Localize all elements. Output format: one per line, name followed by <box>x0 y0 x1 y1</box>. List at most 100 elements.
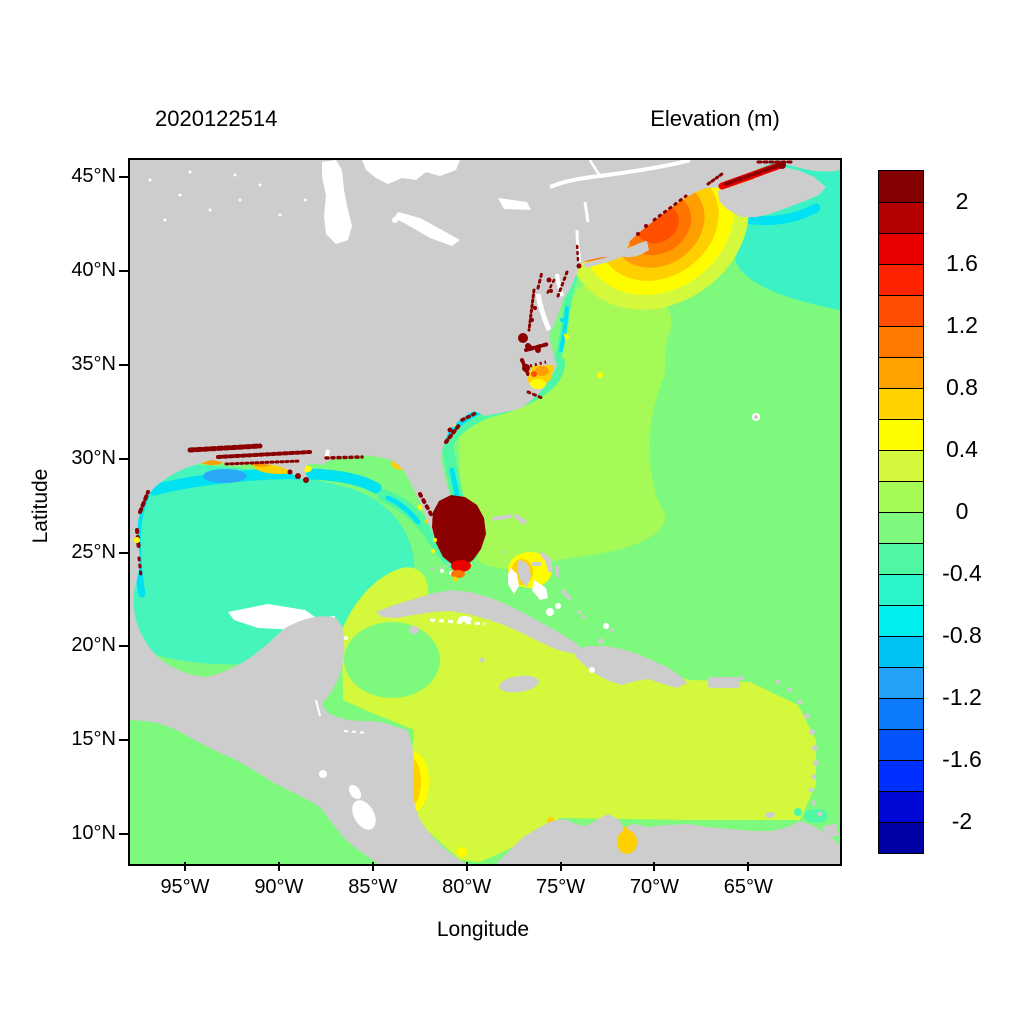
everglades-yellow-dot-2 <box>433 538 437 542</box>
new-jersey-cyan <box>559 306 569 352</box>
lake-michigan <box>322 160 352 244</box>
dark-red-coastal-speckles-shape <box>138 490 150 514</box>
speckle-dots-shape <box>549 289 553 293</box>
y-tick-label: 10°N <box>71 822 116 845</box>
x-tick-label: 75°W <box>535 876 586 898</box>
florida-keys-islands-shape <box>446 563 450 567</box>
y-tick-mark <box>119 269 128 272</box>
chesapeake-bay-water <box>535 293 552 331</box>
pamlico-deep-orange <box>531 371 537 377</box>
white-shallow-banks-shape <box>546 608 554 616</box>
y-tick-mark <box>119 833 128 836</box>
land-puerto-rico <box>708 677 740 688</box>
small-inland-lakes-shape <box>208 208 212 212</box>
dark-red-coastal-speckles-shape <box>324 455 364 460</box>
colorbar-segment <box>879 450 923 481</box>
bahamas-islands-shape <box>517 559 531 587</box>
gulf-of-paria-green <box>804 809 828 823</box>
dark-red-coastal-speckles-shape <box>432 518 446 546</box>
texas-coast-yellow-dot <box>134 537 140 543</box>
jardines-white <box>458 616 472 622</box>
lesser-antilles-islands-shape <box>817 811 823 817</box>
speckle-dots-shape <box>636 232 640 236</box>
x-tick-label: 85°W <box>348 876 398 898</box>
dark-red-coastal-speckles-shape <box>187 443 263 453</box>
y-tick-label: 25°N <box>71 540 116 563</box>
y-tick-mark <box>119 551 128 554</box>
lesser-antilles-islands-shape <box>808 787 814 793</box>
lesser-antilles-islands-shape <box>811 774 817 780</box>
colorbar-segment <box>879 481 923 512</box>
nc-sounds-patches <box>527 360 554 389</box>
y-tick-label: 40°N <box>71 258 116 281</box>
lesser-antilles-islands-shape <box>811 800 817 806</box>
lesser-antilles-islands-shape <box>775 679 781 685</box>
small-inland-lakes-shape <box>303 198 307 202</box>
lesser-antilles-islands-shape <box>797 699 803 705</box>
panama-coast-yellow <box>457 847 467 857</box>
lake-erie <box>394 212 460 246</box>
lesser-antilles-islands-shape <box>787 687 793 693</box>
land-trinidad <box>822 823 839 839</box>
bahamas-islands-shape <box>492 514 512 521</box>
colorbar-segment <box>879 791 923 822</box>
bahamas-islands-shape <box>556 566 559 577</box>
lake-managua <box>348 784 362 800</box>
colorbar-tick-label: 1.6 <box>946 250 978 276</box>
land-margarita <box>765 812 775 818</box>
great-bahama-bank-white <box>508 568 519 594</box>
land-grand-cayman <box>479 657 485 663</box>
bahamas-islands-shape <box>561 588 572 601</box>
x-tick-label: 70°W <box>629 876 679 898</box>
small-inland-lakes-shape <box>188 170 192 174</box>
x-axis-label: Longitude <box>436 918 530 941</box>
dark-red-coastal-speckles-shape <box>544 278 556 298</box>
lake-ontario <box>498 198 531 210</box>
small-inland-lakes-shape <box>148 178 152 182</box>
st-lawrence-river <box>549 160 691 189</box>
x-tick-mark <box>277 862 280 871</box>
y-axis-label: Latitude <box>29 468 52 544</box>
colorbar-tick-label: 0.8 <box>946 374 978 400</box>
colorbar-segment <box>879 388 923 419</box>
bay-of-fundy-red-streak <box>718 160 796 190</box>
colorbar-segment <box>879 419 923 450</box>
land-jamaica <box>499 675 539 693</box>
speckle-dots-shape <box>535 347 541 353</box>
y-tick-label: 20°N <box>71 634 116 657</box>
speckle-dots-shape <box>525 343 531 349</box>
florida-keys-islands-shape <box>430 567 434 571</box>
colorbar-tick-label: 0.4 <box>946 436 978 462</box>
dark-red-coastal-speckles-shape <box>527 288 536 332</box>
y-tick-label: 30°N <box>71 446 116 469</box>
pamlico-orange <box>535 366 549 376</box>
y-tick-mark <box>119 739 128 742</box>
x-tick-label: 95°W <box>160 876 210 898</box>
colorbar-segment <box>879 822 923 853</box>
dark-red-coastal-speckles <box>134 172 724 578</box>
northwest-caribbean-green <box>344 622 440 698</box>
speckle-dots-shape <box>533 306 537 310</box>
land-masses <box>130 160 840 864</box>
speckle-dots-shape <box>518 333 528 343</box>
land-north-central-america <box>130 160 840 864</box>
lesser-antilles-islands-shape <box>812 745 818 751</box>
gonave-white <box>589 667 595 673</box>
florida-keys-islands-shape <box>438 566 442 570</box>
gulf-of-mexico-teal <box>130 464 415 665</box>
x-tick-label: 80°W <box>442 876 492 898</box>
florida-west-cyan <box>385 495 421 525</box>
dark-red-coastal-speckles-shape <box>224 459 302 466</box>
white-shallow-banks-shape <box>440 569 444 573</box>
colorbar-segment <box>879 357 923 388</box>
colorbar-segment <box>879 760 923 791</box>
small-inland-lakes-shape <box>344 636 348 640</box>
colorbar-segment <box>879 729 923 760</box>
lake-champlain <box>583 201 590 223</box>
pamlico-yellow <box>530 379 546 389</box>
y-tick-label: 35°N <box>71 352 116 375</box>
colorbar-segment <box>879 574 923 605</box>
colorbar-segment <box>879 636 923 667</box>
x-tick-mark <box>747 862 750 871</box>
